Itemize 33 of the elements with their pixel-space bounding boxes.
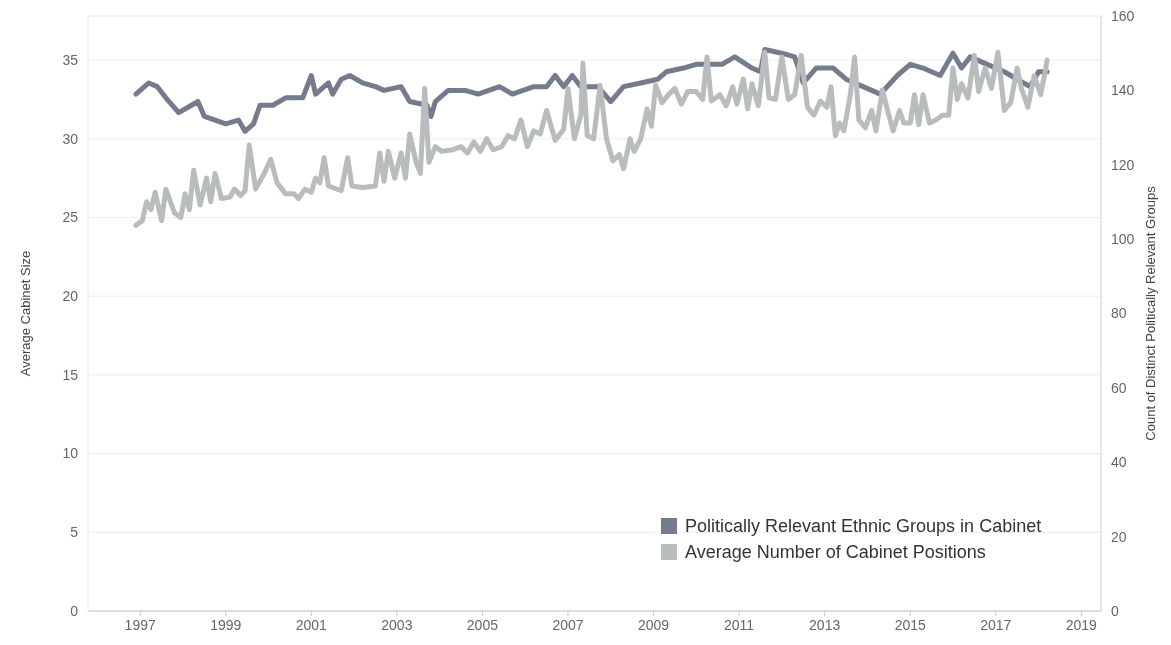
x-tick-label: 2013 [809,617,841,633]
legend-label: Average Number of Cabinet Positions [685,542,986,562]
y2-tick-label: 160 [1111,7,1135,24]
legend-label: Politically Relevant Ethnic Groups in Cabinet [685,516,1042,536]
y-tick-label: 20 [62,288,79,305]
x-tick-label: 2007 [552,617,584,633]
y2-tick-label: 0 [1111,602,1119,619]
y2-tick-label: 80 [1111,305,1127,322]
y-tick-label: 25 [62,209,79,226]
x-tick-label: 2017 [980,617,1012,633]
y-tick-label: 0 [70,602,79,619]
x-tick-label: 2003 [381,617,413,633]
x-tick-label: 1999 [210,617,242,633]
y-tick-label: 30 [62,130,79,147]
y2-tick-label: 140 [1111,82,1135,99]
y-tick-label: 5 [70,524,79,541]
y-axis-title: Average Cabinet Size [18,250,33,377]
y-tick-label: 35 [62,51,79,68]
x-tick-label: 2011 [724,617,755,633]
x-tick-label: 2005 [466,617,499,633]
x-tick-label: 2009 [637,617,670,633]
x-tick-label: 2001 [295,617,328,633]
y2-axis-title: Count of Distinct Politically Relevant Groups [1143,185,1158,441]
x-tick-label: 1997 [124,617,156,633]
y2-tick-label: 40 [1111,454,1127,471]
y2-tick-label: 20 [1111,528,1127,545]
y2-tick-label: 100 [1111,231,1135,248]
y2-tick-label: 120 [1111,156,1135,173]
y-tick-label: 15 [62,366,79,383]
x-tick-label: 2015 [894,617,926,633]
x-tick-label: 2019 [1065,617,1098,633]
y-tick-label: 10 [62,445,79,462]
y2-tick-label: 60 [1111,379,1127,396]
